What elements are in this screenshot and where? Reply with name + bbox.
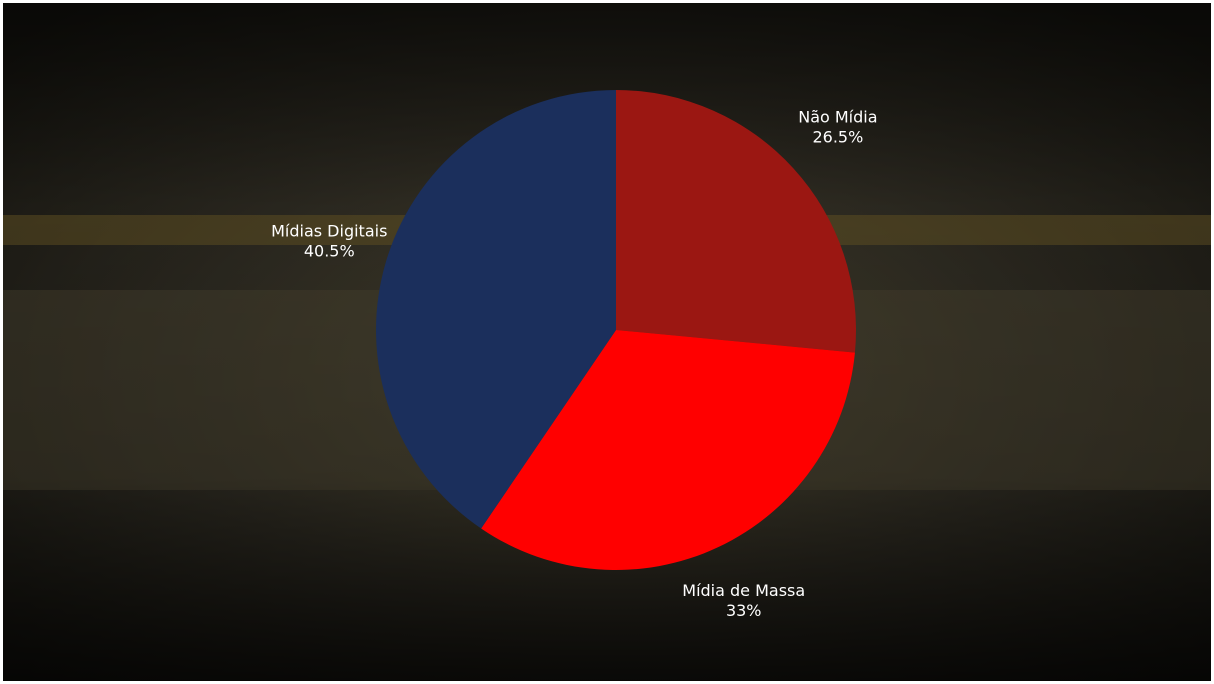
pie-slice [375, 90, 616, 529]
slice-value-label: 26.5% [812, 128, 863, 147]
slice-label: Não Mídia [798, 108, 877, 127]
slice-value-label: 40.5% [304, 241, 355, 260]
pie-slice [481, 330, 855, 571]
slice-value-label: 33% [726, 601, 762, 620]
pie-slice [616, 90, 857, 353]
slice-label: Mídia de Massa [682, 581, 805, 600]
slice-label: Mídias Digitais [271, 221, 387, 240]
